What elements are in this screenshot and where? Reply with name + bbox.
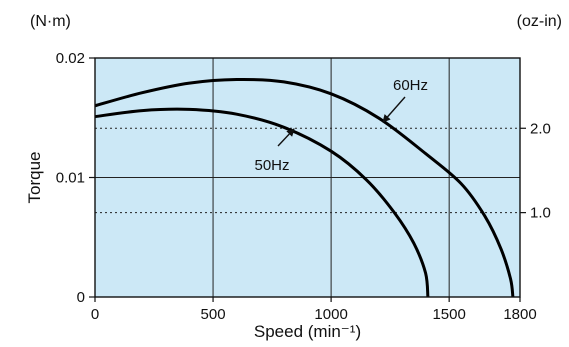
x-tick-label: 1800 [503, 306, 536, 323]
annotation-label-50hz: 50Hz [254, 157, 289, 174]
y-tick-label: 0 [77, 289, 85, 306]
annotation-label-60hz: 60Hz [393, 77, 428, 94]
x-axis-title: Speed (min⁻¹) [254, 322, 361, 341]
x-tick-label: 1000 [314, 306, 347, 323]
curves [94, 77, 515, 298]
y-tick-label: 0.01 [56, 170, 85, 187]
grid [95, 58, 520, 297]
annotations: 60Hz 50Hz [254, 77, 428, 174]
x-tick-label: 500 [201, 306, 226, 323]
x-tick-label: 0 [91, 306, 99, 323]
annotation-arrow-60hz [382, 96, 406, 123]
x-tick-label: 1500 [432, 306, 465, 323]
curve-60hz [94, 77, 515, 298]
y2-tick-label: 1.0 [530, 205, 551, 222]
right-unit-label: (oz-in) [517, 13, 562, 30]
y2-tick-label: 2.0 [530, 120, 551, 137]
y-axis-title: Torque [25, 152, 44, 204]
curve-50hz [94, 107, 430, 298]
y-tick-label: 0.02 [56, 50, 85, 67]
ticks: 0 500 1000 1500 1800 0 0.01 0.02 1.0 2.0 [56, 50, 551, 323]
left-unit-label: (N·m) [30, 13, 71, 30]
annotation-arrow-50hz [277, 128, 295, 147]
